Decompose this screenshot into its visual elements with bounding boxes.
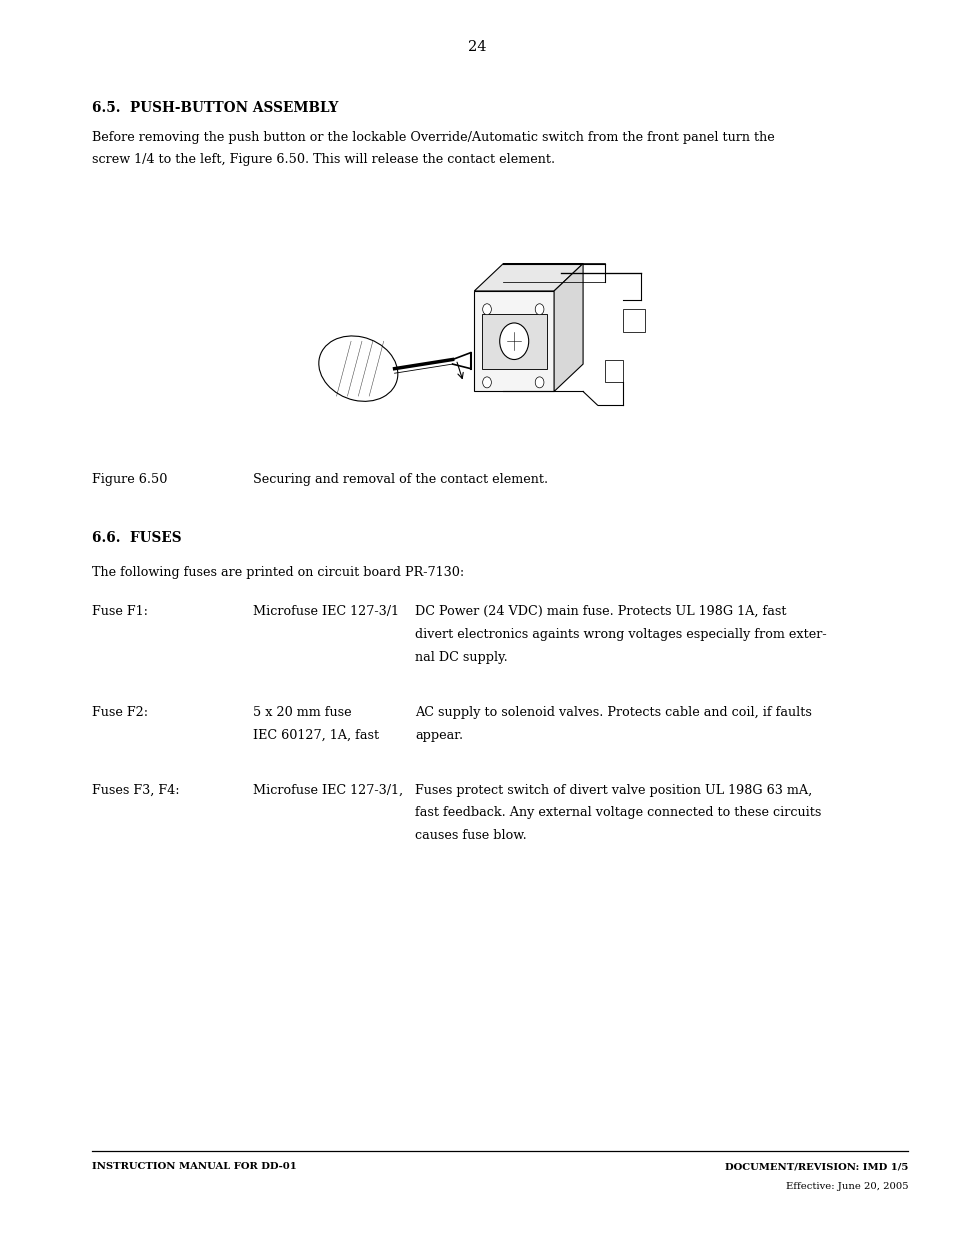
FancyBboxPatch shape bbox=[481, 314, 546, 369]
FancyBboxPatch shape bbox=[604, 359, 622, 383]
Text: The following fuses are printed on circuit board PR-7130:: The following fuses are printed on circu… bbox=[91, 566, 463, 579]
Text: Effective: June 20, 2005: Effective: June 20, 2005 bbox=[784, 1182, 907, 1191]
Text: Figure 6.50: Figure 6.50 bbox=[91, 473, 167, 487]
Text: causes fuse blow.: causes fuse blow. bbox=[415, 830, 526, 842]
Text: screw 1/4 to the left, Figure 6.50. This will release the contact element.: screw 1/4 to the left, Figure 6.50. This… bbox=[91, 153, 554, 167]
Text: Fuse F2:: Fuse F2: bbox=[91, 706, 148, 719]
Text: DOCUMENT/REVISION: IMD 1/5: DOCUMENT/REVISION: IMD 1/5 bbox=[724, 1162, 907, 1171]
Text: nal DC supply.: nal DC supply. bbox=[415, 651, 507, 664]
Text: INSTRUCTION MANUAL FOR DD-01: INSTRUCTION MANUAL FOR DD-01 bbox=[91, 1162, 296, 1171]
Circle shape bbox=[499, 324, 528, 359]
Text: Fuses F3, F4:: Fuses F3, F4: bbox=[91, 784, 179, 797]
Text: Microfuse IEC 127-3/1: Microfuse IEC 127-3/1 bbox=[253, 605, 398, 619]
Circle shape bbox=[535, 377, 543, 388]
Text: AC supply to solenoid valves. Protects cable and coil, if faults: AC supply to solenoid valves. Protects c… bbox=[415, 706, 811, 719]
Text: Fuses protect switch of divert valve position UL 198G 63 mA,: Fuses protect switch of divert valve pos… bbox=[415, 784, 811, 797]
Text: divert electronics againts wrong voltages especially from exter-: divert electronics againts wrong voltage… bbox=[415, 629, 825, 641]
Text: Microfuse IEC 127-3/1,: Microfuse IEC 127-3/1, bbox=[253, 784, 402, 797]
Circle shape bbox=[535, 304, 543, 315]
Polygon shape bbox=[474, 263, 582, 291]
Text: fast feedback. Any external voltage connected to these circuits: fast feedback. Any external voltage conn… bbox=[415, 806, 821, 820]
Text: 6.5.  PUSH-BUTTON ASSEMBLY: 6.5. PUSH-BUTTON ASSEMBLY bbox=[91, 101, 337, 115]
Text: appear.: appear. bbox=[415, 729, 462, 742]
Text: DC Power (24 VDC) main fuse. Protects UL 198G 1A, fast: DC Power (24 VDC) main fuse. Protects UL… bbox=[415, 605, 785, 619]
Text: 24: 24 bbox=[467, 40, 486, 53]
Text: 6.6.  FUSES: 6.6. FUSES bbox=[91, 531, 181, 545]
Text: 5 x 20 mm fuse: 5 x 20 mm fuse bbox=[253, 706, 351, 719]
Polygon shape bbox=[554, 263, 582, 391]
Text: Before removing the push button or the lockable Override/Automatic switch from t: Before removing the push button or the l… bbox=[91, 131, 774, 144]
Text: Securing and removal of the contact element.: Securing and removal of the contact elem… bbox=[253, 473, 547, 487]
Circle shape bbox=[482, 304, 491, 315]
Text: IEC 60127, 1A, fast: IEC 60127, 1A, fast bbox=[253, 729, 378, 742]
Text: Fuse F1:: Fuse F1: bbox=[91, 605, 148, 619]
FancyBboxPatch shape bbox=[622, 309, 644, 332]
Circle shape bbox=[482, 377, 491, 388]
FancyBboxPatch shape bbox=[474, 291, 554, 391]
Ellipse shape bbox=[318, 336, 397, 401]
